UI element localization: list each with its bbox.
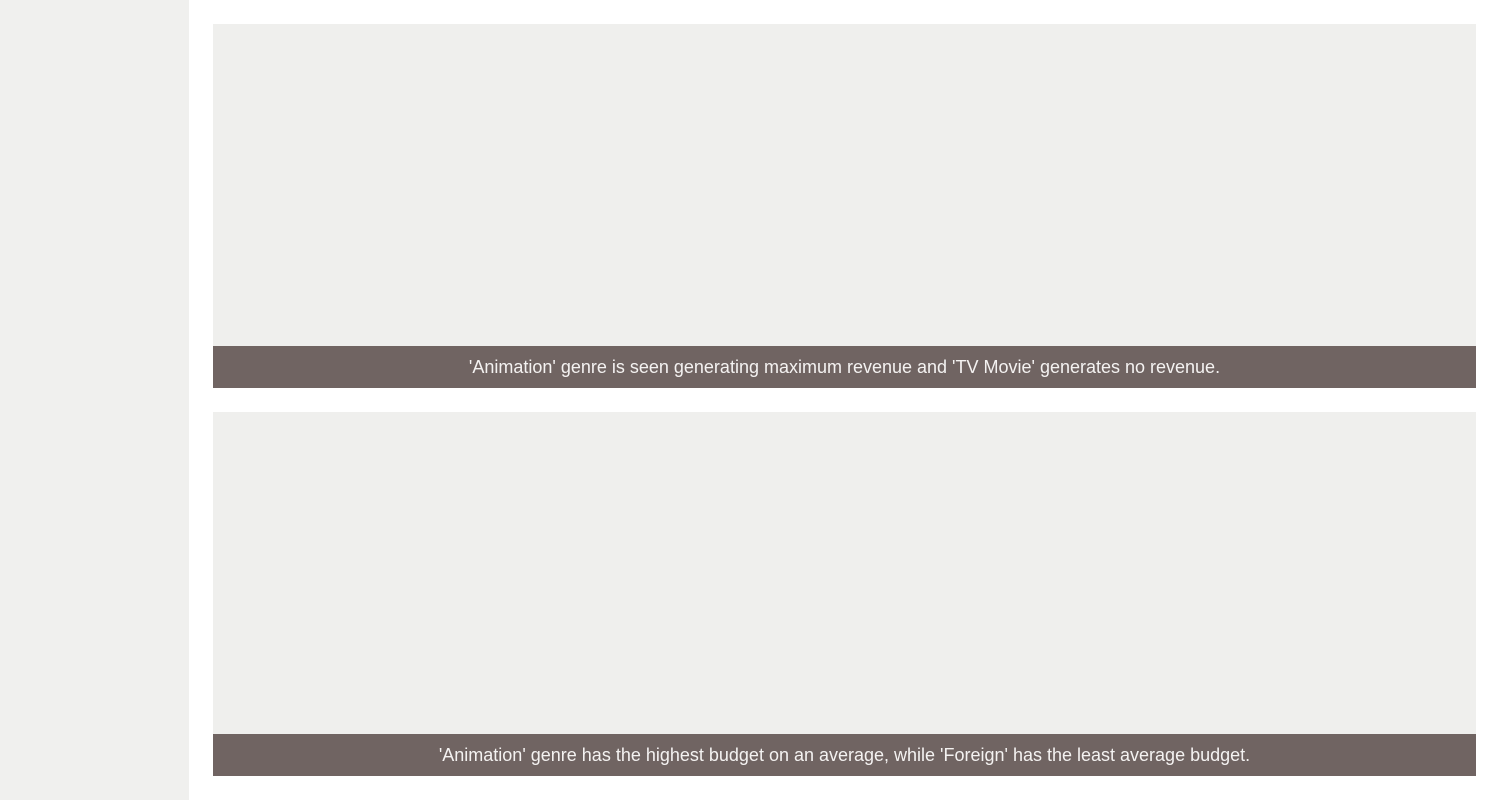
chart-placeholder-revenue [213,24,1476,346]
main-content: 'Animation' genre is seen generating max… [189,0,1500,800]
sidebar [0,0,189,800]
insight-card-revenue: 'Animation' genre is seen generating max… [213,24,1476,388]
insight-caption-budget: 'Animation' genre has the highest budget… [213,734,1476,776]
insight-card-budget: 'Animation' genre has the highest budget… [213,412,1476,776]
insight-caption-revenue: 'Animation' genre is seen generating max… [213,346,1476,388]
chart-placeholder-budget [213,412,1476,734]
